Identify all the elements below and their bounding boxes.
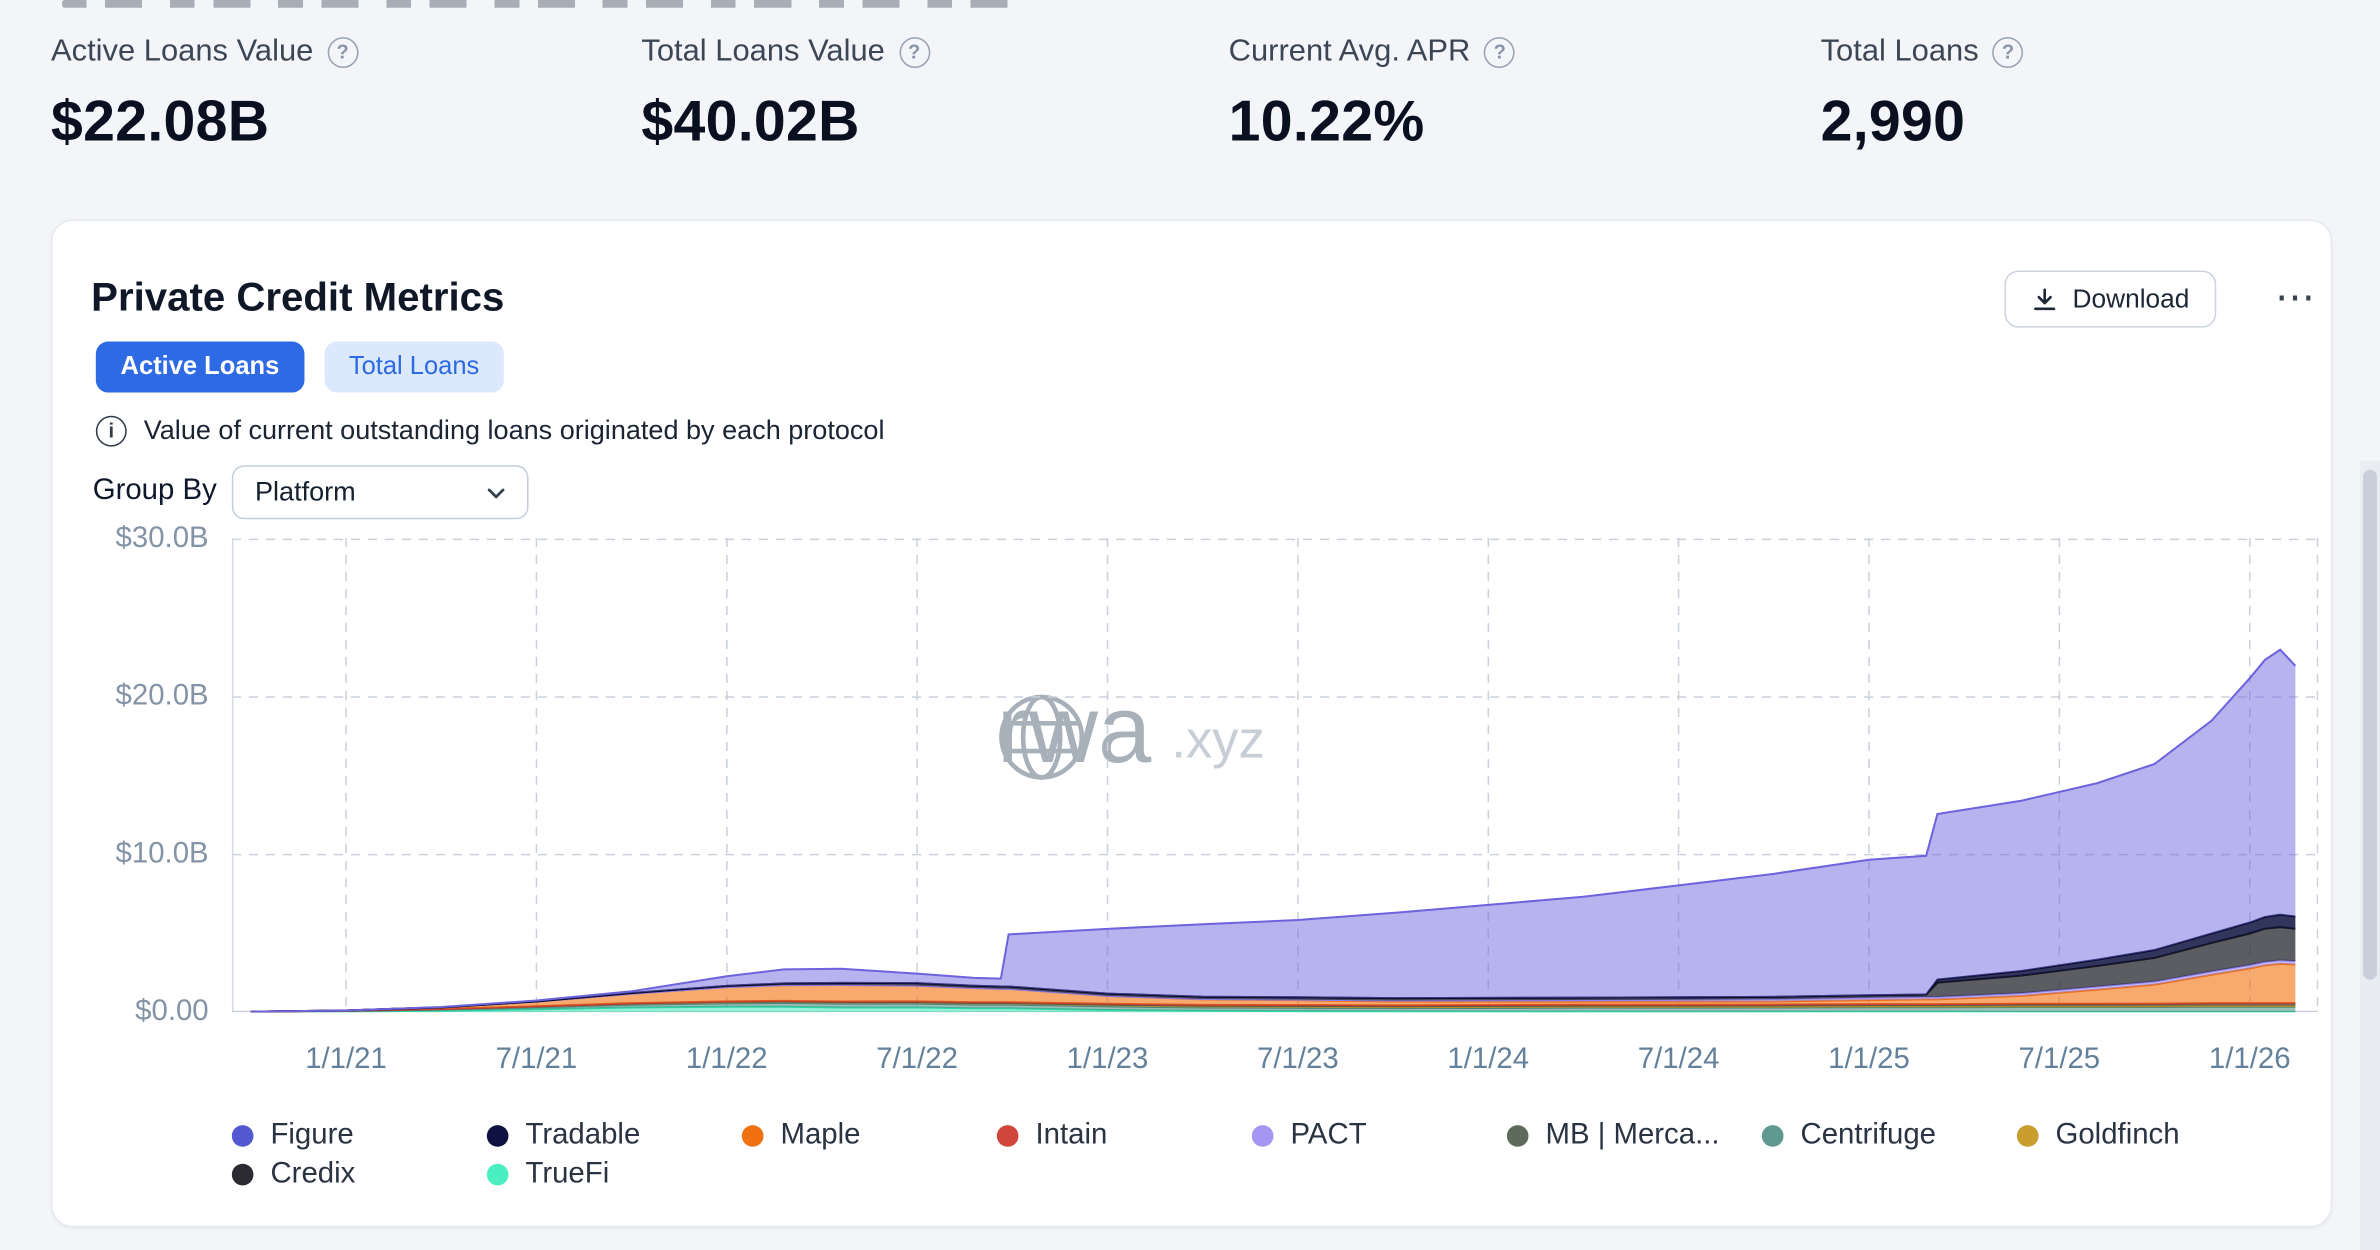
stat-active-loans-value: Active Loans Value ? $22.08B xyxy=(51,34,359,155)
more-options-button[interactable]: ⋯ xyxy=(2274,272,2319,320)
help-icon[interactable]: ? xyxy=(1992,36,2024,68)
chevron-down-icon xyxy=(487,487,505,498)
legend-item-credix[interactable]: Credix xyxy=(231,1154,487,1193)
scrollbar-track[interactable] xyxy=(2359,460,2380,1250)
card-title: Private Credit Metrics xyxy=(91,273,505,320)
x-tick-label: 7/1/24 xyxy=(1637,1043,1720,1076)
scrollbar-thumb[interactable] xyxy=(2363,469,2377,980)
stat-current-avg-apr: Current Avg. APR ? 10.22% xyxy=(1229,34,1516,155)
stat-label-text: Active Loans Value xyxy=(51,34,314,69)
x-tick-label: 7/1/21 xyxy=(495,1043,578,1076)
legend-item-intain[interactable]: Intain xyxy=(996,1116,1252,1155)
legend-label: Goldfinch xyxy=(2055,1118,2180,1151)
help-icon[interactable]: ? xyxy=(898,36,930,68)
x-tick-label: 1/1/23 xyxy=(1066,1043,1149,1076)
group-by-select[interactable]: Platform xyxy=(231,465,529,520)
help-icon[interactable]: ? xyxy=(1484,36,1516,68)
download-button[interactable]: Download xyxy=(2004,270,2216,328)
legend-dot xyxy=(231,1162,254,1185)
chart-tabs: Active Loans Total Loans xyxy=(95,341,505,393)
download-icon xyxy=(2034,287,2056,310)
stat-label: Current Avg. APR ? xyxy=(1229,34,1516,70)
legend-label: Centrifuge xyxy=(1800,1118,1937,1151)
group-by-label: Group By xyxy=(92,474,217,507)
legend-label: Intain xyxy=(1035,1118,1108,1151)
legend-label: Tradable xyxy=(525,1118,641,1151)
stat-value: 2,990 xyxy=(1820,89,1966,154)
tab-active-loans[interactable]: Active Loans xyxy=(95,341,305,393)
stat-label-text: Total Loans Value xyxy=(641,34,885,69)
legend-label: Figure xyxy=(270,1118,354,1151)
area-figure xyxy=(250,649,2296,1012)
y-tick-label: $30.0B xyxy=(115,522,209,555)
x-tick-label: 1/1/26 xyxy=(2208,1043,2291,1076)
chart-legend: Figure Tradable Maple Intain PACT MB | Merca.… xyxy=(231,1116,2288,1193)
clipped-header-text xyxy=(61,0,1036,8)
y-tick-label: $10.0B xyxy=(115,837,209,871)
info-icon: i xyxy=(95,414,127,446)
watermark-suffix: .xyz xyxy=(1171,710,1265,770)
stat-label-text: Total Loans xyxy=(1820,34,1979,69)
x-tick-label: 1/1/22 xyxy=(685,1043,768,1076)
legend-dot xyxy=(486,1124,509,1146)
legend-dot xyxy=(996,1124,1019,1146)
chart-description: Value of current outstanding loans origi… xyxy=(143,414,885,446)
stats-row: Active Loans Value ? $22.08B Total Loans… xyxy=(0,34,2380,189)
x-tick-label: 7/1/22 xyxy=(876,1043,958,1076)
rwa-xyz-watermark: rwa .xyz xyxy=(997,683,1265,780)
legend-dot xyxy=(1761,1124,1784,1146)
legend-dot xyxy=(1251,1124,1274,1146)
x-tick-label: 1/1/24 xyxy=(1447,1043,1530,1076)
legend-item-mb-merca-[interactable]: MB | Merca... xyxy=(1506,1116,1762,1155)
stat-value: $22.08B xyxy=(51,89,270,154)
stat-total-loans-value: Total Loans Value ? $40.02B xyxy=(641,34,930,155)
area-centrifuge xyxy=(250,1003,2296,1012)
stat-value: $40.02B xyxy=(641,89,860,154)
legend-dot xyxy=(486,1162,509,1185)
stat-label: Active Loans Value ? xyxy=(51,34,359,70)
x-tick-label: 1/1/25 xyxy=(1828,1043,1910,1076)
group-by-value: Platform xyxy=(255,476,356,507)
legend-label: Credix xyxy=(270,1156,356,1190)
legend-label: Maple xyxy=(780,1118,861,1151)
legend-item-truefi[interactable]: TrueFi xyxy=(486,1154,742,1193)
area-maple xyxy=(250,963,2296,1012)
stat-label-text: Current Avg. APR xyxy=(1228,34,1471,69)
help-icon[interactable]: ? xyxy=(327,36,359,68)
area-edge-figure xyxy=(250,648,2297,1013)
x-tick-label: 7/1/25 xyxy=(2018,1043,2101,1076)
loans-area-chart[interactable] xyxy=(231,537,2319,1013)
legend-item-figure[interactable]: Figure xyxy=(231,1116,487,1155)
y-tick-label: $20.0B xyxy=(115,680,209,713)
legend-dot xyxy=(1506,1124,1529,1146)
y-tick-label: $0.00 xyxy=(135,995,209,1028)
legend-label: TrueFi xyxy=(525,1156,610,1190)
legend-item-centrifuge[interactable]: Centrifuge xyxy=(1761,1116,2017,1155)
chart-plot-area[interactable]: rwa .xyz xyxy=(231,537,2319,1013)
stat-total-loans: Total Loans ? 2,990 xyxy=(1821,34,2024,155)
tab-total-loans[interactable]: Total Loans xyxy=(324,341,505,393)
stat-label: Total Loans ? xyxy=(1821,34,2024,70)
download-label: Download xyxy=(2072,283,2190,313)
stat-label: Total Loans Value ? xyxy=(641,34,930,70)
legend-dot xyxy=(231,1124,254,1146)
legend-dot xyxy=(2016,1124,2039,1146)
legend-item-goldfinch[interactable]: Goldfinch xyxy=(2016,1116,2272,1155)
globe-icon xyxy=(999,694,1085,780)
stat-value: 10.22% xyxy=(1228,89,1425,154)
legend-item-tradable[interactable]: Tradable xyxy=(486,1116,742,1155)
area-truefi xyxy=(250,1006,2296,1013)
legend-dot xyxy=(741,1124,764,1146)
legend-item-pact[interactable]: PACT xyxy=(1251,1116,1507,1155)
x-tick-label: 7/1/23 xyxy=(1257,1043,1339,1076)
chart-description-row: i Value of current outstanding loans ori… xyxy=(95,414,885,446)
legend-label: MB | Merca... xyxy=(1545,1118,1720,1151)
legend-label: PACT xyxy=(1290,1118,1367,1151)
x-tick-label: 1/1/21 xyxy=(305,1043,387,1076)
legend-item-maple[interactable]: Maple xyxy=(741,1116,997,1155)
